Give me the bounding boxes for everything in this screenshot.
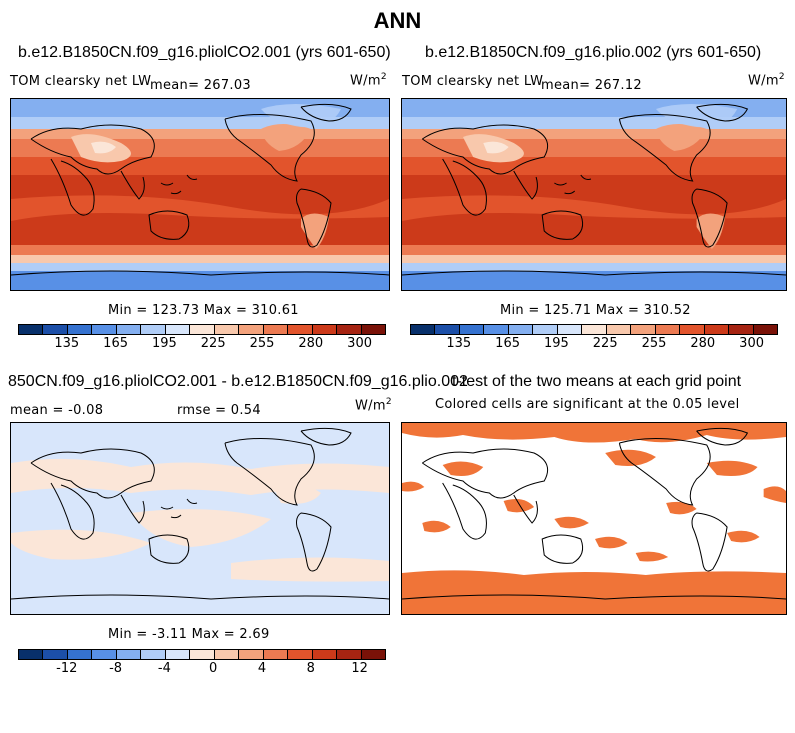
colorbar-tick-label: 8 xyxy=(306,661,315,676)
panel4-map xyxy=(401,422,787,615)
colorbar-tick-label: -12 xyxy=(56,661,78,676)
colorbar-swatch xyxy=(67,325,93,334)
panel1-colorbar-ticks: 135 165 195 225 255 280 300 xyxy=(18,336,384,352)
panel1-title: b.e12.B1850CN.f09_g16.pliolCO2.001 (yrs … xyxy=(18,44,391,61)
panel2-colorbar xyxy=(410,324,778,335)
colorbar-swatch xyxy=(680,325,705,334)
colorbar-swatch xyxy=(214,650,240,659)
panel2-variable-label: TOM clearsky net LW xyxy=(402,74,544,89)
colorbar-swatch xyxy=(312,325,338,334)
colorbar-swatch xyxy=(263,325,289,334)
colorbar-tick-label: 225 xyxy=(592,336,618,351)
colorbar-tick-label: 300 xyxy=(347,336,373,351)
colorbar-swatch xyxy=(533,325,558,334)
panel3-map xyxy=(10,422,390,615)
colorbar-swatch xyxy=(263,650,289,659)
colorbar-swatch xyxy=(43,325,68,334)
colorbar-swatch xyxy=(508,325,534,334)
colorbar-swatch xyxy=(459,325,485,334)
colorbar-swatch xyxy=(435,325,460,334)
colorbar-tick-label: -4 xyxy=(157,661,171,676)
panel2-units: W/m2 xyxy=(748,72,785,89)
colorbar-swatch xyxy=(753,325,778,334)
colorbar-swatch xyxy=(116,325,142,334)
panel2-map xyxy=(401,98,787,291)
colorbar-tick-label: 4 xyxy=(257,661,267,676)
colorbar-swatch xyxy=(655,325,681,334)
colorbar-tick-label: 165 xyxy=(103,336,129,351)
colorbar-tick-label: 280 xyxy=(298,336,324,351)
colorbar-tick-label: 225 xyxy=(200,336,226,351)
panel2-title: b.e12.B1850CN.f09_g16.plio.002 (yrs 601-… xyxy=(425,44,762,61)
colorbar-swatch xyxy=(43,650,68,659)
colorbar-swatch xyxy=(190,650,215,659)
colorbar-swatch xyxy=(288,325,313,334)
panel3-mean: mean = -0.08 xyxy=(10,403,104,418)
colorbar-swatch xyxy=(631,325,656,334)
colorbar-tick-label: 280 xyxy=(690,336,716,351)
panel3-colorbar xyxy=(18,649,386,660)
colorbar-tick-label: 12 xyxy=(351,661,368,676)
panel4-subtitle: Colored cells are significant at the 0.0… xyxy=(435,397,740,412)
colorbar-swatch xyxy=(92,650,117,659)
colorbar-swatch xyxy=(190,325,215,334)
panel1-map xyxy=(10,98,390,291)
figure-title: ANN xyxy=(373,8,422,33)
colorbar-swatch xyxy=(411,325,436,334)
panel1-units: W/m2 xyxy=(350,72,387,89)
colorbar-swatch xyxy=(312,650,338,659)
panel3-rmse: rmse = 0.54 xyxy=(177,403,261,418)
colorbar-tick-label: 135 xyxy=(54,336,80,351)
colorbar-swatch xyxy=(361,325,386,334)
panel1-mean: mean= 267.03 xyxy=(150,78,251,93)
colorbar-swatch xyxy=(141,325,166,334)
colorbar-swatch xyxy=(141,650,166,659)
colorbar-swatch xyxy=(165,325,191,334)
colorbar-tick-label: 135 xyxy=(446,336,472,351)
colorbar-tick-label: 195 xyxy=(543,336,569,351)
colorbar-tick-label: 0 xyxy=(209,661,218,676)
colorbar-swatch xyxy=(214,325,240,334)
colorbar-swatch xyxy=(606,325,632,334)
panel4-title: t-test of the two means at each grid poi… xyxy=(452,373,742,390)
panel1-colorbar xyxy=(18,324,386,335)
colorbar-tick-label: -8 xyxy=(109,661,123,676)
panel2-stats: Min = 125.71 Max = 310.52 xyxy=(500,303,691,318)
panel1-stats: Min = 123.73 Max = 310.61 xyxy=(108,303,299,318)
colorbar-tick-label: 165 xyxy=(495,336,521,351)
colorbar-swatch xyxy=(239,650,264,659)
colorbar-swatch xyxy=(361,650,386,659)
colorbar-swatch xyxy=(92,325,117,334)
colorbar-swatch xyxy=(116,650,142,659)
colorbar-tick-label: 195 xyxy=(151,336,177,351)
panel3-stats: Min = -3.11 Max = 2.69 xyxy=(108,627,270,642)
colorbar-swatch xyxy=(704,325,730,334)
panel3-colorbar-ticks: -12 -8 -4 0 4 8 12 xyxy=(18,661,384,677)
colorbar-swatch xyxy=(337,325,362,334)
panel3-title: 850CN.f09_g16.pliolCO2.001 - b.e12.B1850… xyxy=(8,373,468,390)
panel2-mean: mean= 267.12 xyxy=(541,78,642,93)
colorbar-tick-label: 255 xyxy=(641,336,667,351)
colorbar-swatch xyxy=(67,650,93,659)
colorbar-swatch xyxy=(239,325,264,334)
panel3-units: W/m2 xyxy=(355,397,392,414)
colorbar-swatch xyxy=(19,325,44,334)
panel2-colorbar-ticks: 135 165 195 225 255 280 300 xyxy=(410,336,776,352)
colorbar-swatch xyxy=(484,325,509,334)
panel1-variable-label: TOM clearsky net LW xyxy=(10,74,152,89)
colorbar-swatch xyxy=(557,325,583,334)
ttest-significant-cells xyxy=(402,423,786,614)
colorbar-tick-label: 255 xyxy=(249,336,275,351)
colorbar-swatch xyxy=(165,650,191,659)
colorbar-swatch xyxy=(337,650,362,659)
colorbar-swatch xyxy=(582,325,607,334)
colorbar-swatch xyxy=(729,325,754,334)
colorbar-swatch xyxy=(288,650,313,659)
colorbar-swatch xyxy=(19,650,44,659)
colorbar-tick-label: 300 xyxy=(739,336,765,351)
